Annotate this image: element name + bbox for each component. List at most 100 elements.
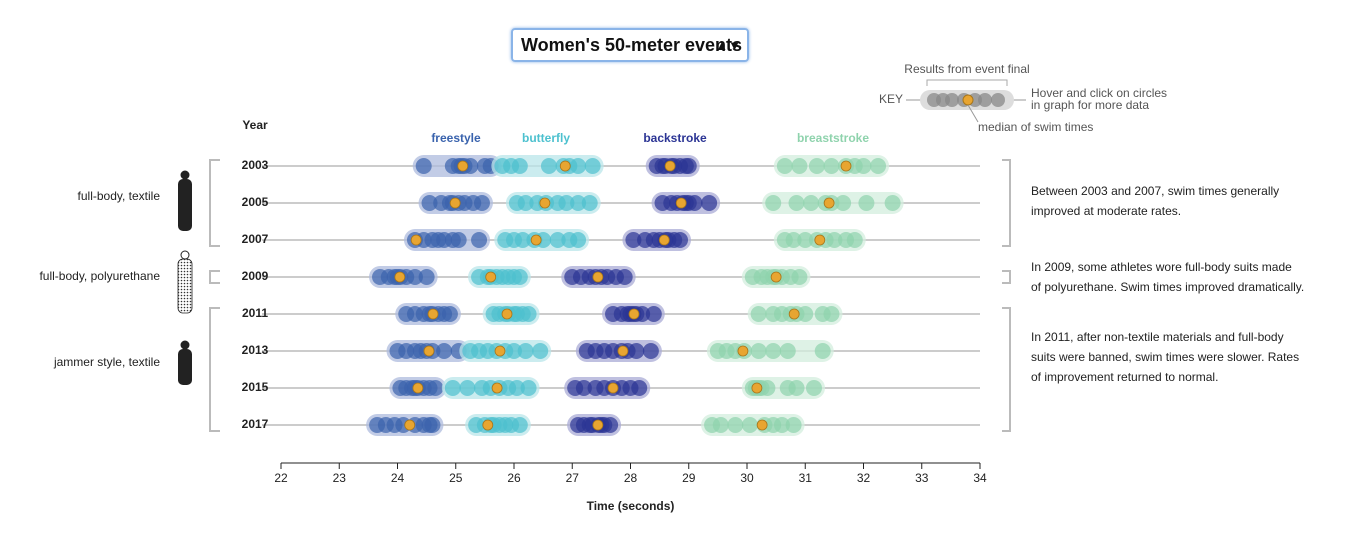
left-bracket: [209, 270, 220, 284]
swim-time-dot: [776, 158, 793, 174]
swim-time-dot: [701, 195, 718, 211]
swim-time-dot: [814, 343, 831, 359]
swim-time-dot: [823, 158, 840, 174]
median-dot: [449, 197, 461, 209]
key-side-note: Hover and click on circles: [1031, 86, 1167, 100]
swim-time-dot: [835, 195, 852, 211]
swim-time-dot: [712, 417, 729, 433]
median-dot: [394, 271, 406, 283]
swim-time-dot: [785, 417, 802, 433]
swim-time-dot: [631, 380, 648, 396]
swim-time-dot: [406, 269, 423, 285]
year-label: 2017: [242, 417, 269, 431]
selector-text: Women's 50-meter events: [521, 34, 743, 55]
right-bracket: [1002, 307, 1011, 432]
swim-time-dot: [765, 195, 782, 211]
x-tick-label: 26: [507, 471, 521, 485]
swim-time-dot: [558, 195, 575, 211]
x-tick-label: 22: [274, 471, 288, 485]
swim-time-dot: [520, 380, 537, 396]
swim-time-dot: [791, 158, 808, 174]
key-top-note: Results from event final: [904, 62, 1029, 76]
median-dot: [658, 234, 670, 246]
event-selector[interactable]: Women's 50-meter events ▲▼: [511, 28, 749, 62]
suit-label: full-body, polyurethane: [39, 269, 160, 283]
suit-head: [180, 250, 190, 260]
median-dot: [737, 345, 749, 357]
right-bracket: [1002, 159, 1011, 247]
suit-head: [180, 170, 190, 180]
median-dot: [412, 382, 424, 394]
swim-time-dot: [511, 158, 528, 174]
median-dot: [607, 382, 619, 394]
swim-time-dot: [540, 158, 557, 174]
key-bracket: [926, 79, 1008, 86]
swim-time-dot: [858, 195, 875, 211]
x-tick-label: 30: [740, 471, 754, 485]
x-tick-label: 23: [333, 471, 347, 485]
suit-body: [178, 349, 192, 385]
swim-time-dot: [473, 195, 490, 211]
swim-time-dot: [750, 306, 767, 322]
swim-time-dot: [672, 232, 689, 248]
swim-time-dot: [779, 343, 796, 359]
swim-time-dot: [459, 380, 476, 396]
group-note: improved at moderate rates.: [1031, 204, 1181, 218]
key-dot: [991, 93, 1005, 107]
swim-time-dot: [421, 195, 438, 211]
median-dot: [539, 197, 551, 209]
group-note: of improvement returned to normal.: [1031, 370, 1218, 384]
swim-time-dot: [520, 306, 537, 322]
swim-time-dot: [642, 343, 659, 359]
year-label: 2015: [242, 380, 269, 394]
median-dot: [823, 197, 835, 209]
median-dot: [501, 308, 513, 320]
swim-time-dot: [570, 232, 587, 248]
swim-time-dot: [570, 158, 587, 174]
x-tick-label: 34: [973, 471, 987, 485]
median-dot: [559, 160, 571, 172]
swim-time-dot: [741, 417, 758, 433]
swim-time-dot: [584, 158, 601, 174]
swim-time-dot: [532, 343, 549, 359]
median-dot: [664, 160, 676, 172]
swim-time-dot: [628, 343, 645, 359]
swim-time-dot: [791, 269, 808, 285]
swim-time-dot: [645, 306, 662, 322]
group-note: In 2009, some athletes wore full-body su…: [1031, 260, 1292, 274]
key-dot: [945, 93, 959, 107]
x-tick-label: 31: [799, 471, 813, 485]
swim-time-dot: [773, 417, 790, 433]
median-dot: [814, 234, 826, 246]
swim-time-dot: [418, 269, 435, 285]
group-note: of polyurethane. Swim times improved dra…: [1031, 280, 1304, 294]
key-side-note: in graph for more data: [1031, 98, 1149, 112]
suit-label: full-body, textile: [78, 189, 161, 203]
swim-time-dot: [450, 232, 467, 248]
swim-time-dot: [508, 380, 525, 396]
median-dot: [491, 382, 503, 394]
median-dot: [530, 234, 542, 246]
median-dot: [485, 271, 497, 283]
swim-time-dot: [427, 380, 444, 396]
swim-time-dot: [797, 232, 814, 248]
swim-time-dot: [805, 380, 822, 396]
suit-body: [178, 179, 192, 231]
left-bracket: [209, 307, 220, 432]
median-dot: [427, 308, 439, 320]
swim-time-dot: [506, 343, 522, 359]
key-median: [962, 94, 974, 106]
x-axis-label: Time (seconds): [587, 499, 675, 513]
swim-time-dot: [788, 380, 805, 396]
group-note: suits were banned, swim times were slowe…: [1031, 350, 1299, 364]
median-dot: [482, 419, 494, 431]
x-tick-label: 25: [449, 471, 463, 485]
swim-time-dot: [581, 195, 598, 211]
median-dot: [592, 419, 604, 431]
swim-time-dot: [625, 232, 642, 248]
selector-arrow: ▲▼: [715, 37, 741, 53]
median-dot: [756, 419, 768, 431]
swim-time-dot: [803, 195, 820, 211]
swim-time-dot: [634, 306, 651, 322]
